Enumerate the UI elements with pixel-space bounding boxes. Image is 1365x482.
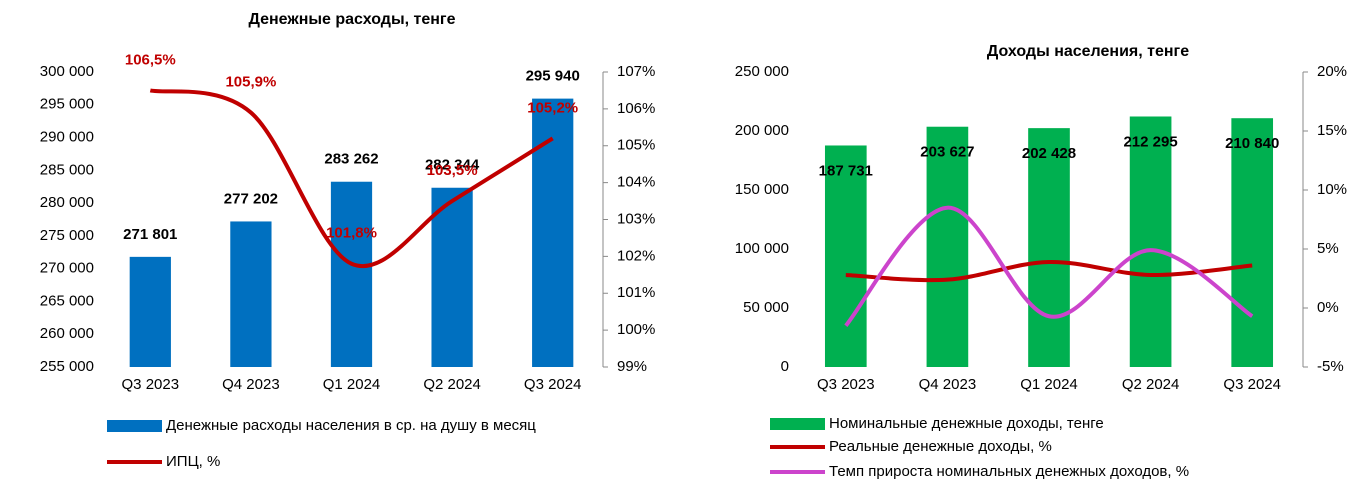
chart-title: Доходы населения, тенге	[987, 43, 1189, 60]
y-tick-label: 100 000	[735, 240, 789, 257]
bar-label: 277 202	[224, 190, 278, 207]
y-tick-label: 250 000	[735, 63, 789, 80]
y2-tick-label: 102%	[617, 247, 655, 264]
x-tick-label: Q3 2024	[1223, 376, 1281, 393]
y-tick-label: 260 000	[40, 325, 94, 342]
y-tick-label: 280 000	[40, 194, 94, 211]
bar	[230, 221, 272, 367]
y-tick-label: 295 000	[40, 96, 94, 113]
x-tick-label: Q2 2024	[1122, 376, 1180, 393]
y2-tick-label: 5%	[1317, 240, 1339, 257]
y-tick-label: 255 000	[40, 358, 94, 375]
line	[844, 205, 1254, 328]
line	[845, 259, 1253, 283]
bar-label: 282 344	[425, 157, 480, 174]
y2-tick-label: 100%	[617, 321, 655, 338]
y2-tick-label: 99%	[617, 358, 647, 375]
x-tick-label: Q2 2024	[423, 376, 481, 393]
bar	[1028, 128, 1070, 367]
y2-tick-label: 107%	[617, 63, 655, 80]
bar	[1129, 116, 1172, 367]
bar-label: 271 801	[123, 226, 177, 243]
bar-label: 203 627	[920, 144, 974, 161]
y-tick-label: 300 000	[40, 63, 94, 80]
bar	[129, 256, 171, 367]
bar	[824, 145, 867, 367]
y2-tick-label: 101%	[617, 284, 655, 301]
y-tick-label: 265 000	[40, 292, 94, 309]
legend-label: Темп прироста номинальных денежных доход…	[829, 463, 1189, 480]
x-tick-label: Q3 2024	[524, 376, 582, 393]
x-tick-label: Q4 2023	[919, 376, 977, 393]
y-tick-label: 200 000	[735, 122, 789, 139]
legend-label: Денежные расходы населения в ср. на душу…	[166, 417, 536, 434]
bar-label: 283 262	[324, 151, 378, 168]
bar	[431, 187, 473, 367]
x-tick-label: Q3 2023	[122, 376, 180, 393]
line	[149, 88, 554, 269]
legend-swatch	[770, 418, 825, 430]
line-label: 101,8%	[326, 225, 377, 242]
bar	[926, 126, 969, 367]
y-tick-label: 290 000	[40, 129, 94, 146]
y2-tick-label: 104%	[617, 174, 655, 191]
x-tick-label: Q1 2024	[1020, 376, 1078, 393]
line-label: 103,5%	[427, 162, 478, 179]
legend-swatch	[107, 420, 162, 432]
bar-label: 187 731	[819, 162, 873, 179]
y2-tick-label: 103%	[617, 210, 655, 227]
y-tick-label: 0	[781, 358, 789, 375]
line-label: 105,9%	[225, 74, 276, 91]
y-tick-label: 50 000	[743, 299, 789, 316]
y-tick-label: 270 000	[40, 260, 94, 277]
legend-label: Номинальные денежные доходы, тенге	[829, 415, 1104, 432]
y-tick-label: 275 000	[40, 227, 94, 244]
x-tick-label: Q4 2023	[222, 376, 280, 393]
bar-label: 212 295	[1123, 133, 1177, 150]
bar	[1231, 118, 1274, 367]
chart-title: Денежные расходы, тенге	[249, 11, 456, 28]
bar-label: 202 428	[1022, 145, 1076, 162]
y2-tick-label: 0%	[1317, 299, 1339, 316]
y-tick-label: 285 000	[40, 161, 94, 178]
x-tick-label: Q3 2023	[817, 376, 875, 393]
y2-tick-label: -5%	[1317, 358, 1344, 375]
bar-label: 210 840	[1225, 135, 1279, 152]
bar	[330, 181, 373, 367]
y-tick-label: 150 000	[735, 181, 789, 198]
line-label: 106,5%	[125, 51, 176, 68]
legend-label: Реальные денежные доходы, %	[829, 438, 1052, 455]
y2-tick-label: 10%	[1317, 181, 1347, 198]
y2-tick-label: 105%	[617, 137, 655, 154]
y2-tick-label: 15%	[1317, 122, 1347, 139]
line-label: 105,2%	[527, 99, 578, 116]
y2-tick-label: 20%	[1317, 63, 1347, 80]
bar	[532, 98, 574, 368]
y2-tick-label: 106%	[617, 100, 655, 117]
x-tick-label: Q1 2024	[323, 376, 381, 393]
bar-label: 295 940	[526, 68, 580, 85]
legend-label: ИПЦ, %	[166, 453, 220, 470]
